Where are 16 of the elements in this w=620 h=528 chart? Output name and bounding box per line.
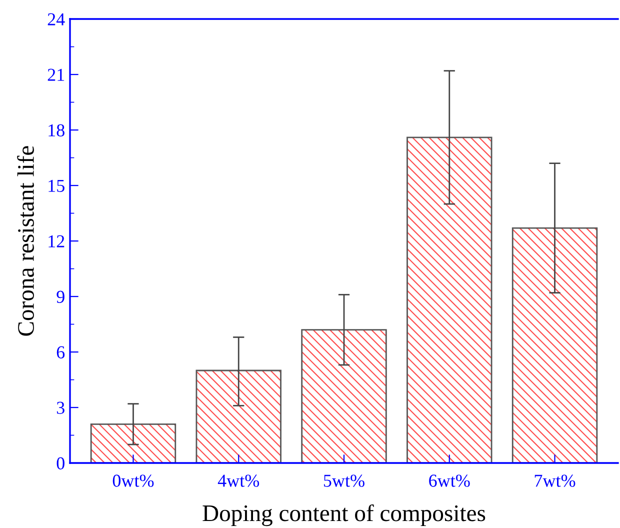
y-tick-label: 12 [48,235,64,248]
y-tick-label: 6 [56,346,65,358]
y-tick-label: 18 [48,124,64,136]
y-tick-label: 0 [56,457,64,470]
y-tick-label: 21 [48,68,64,81]
y-tick-label: 24 [48,13,65,26]
y-tick-label: 9 [56,290,64,303]
x-tick-label: 4wt% [218,474,260,487]
x-tick-label: 6wt% [429,474,470,487]
y-tick-label: 15 [48,180,64,192]
x-tick-label: 5wt% [324,474,364,487]
x-tick-label: 7wt% [534,474,576,487]
y-axis-title: Corona resistant life [17,146,34,336]
x-tick-label: 0wt% [112,474,154,487]
y-tick-label: 3 [56,402,64,414]
x-axis-title: Doping content of composites [202,504,486,526]
